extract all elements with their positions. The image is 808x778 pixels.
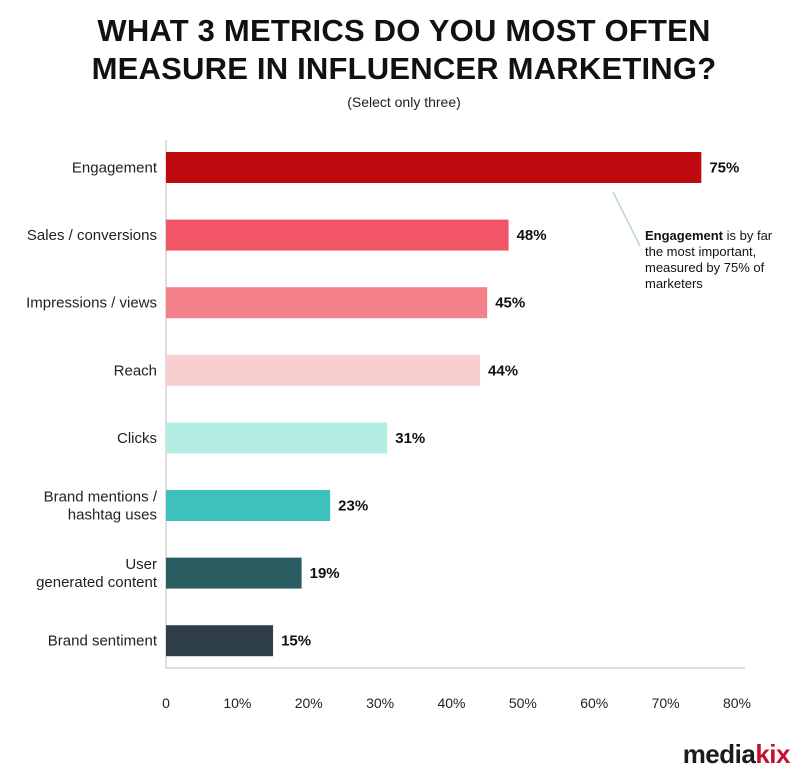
- value-label-2: 45%: [495, 295, 525, 312]
- bar-3: [166, 354, 481, 386]
- category-label-3: Reach: [114, 362, 157, 379]
- chart-title-line-2: MEASURE IN INFLUENCER MARKETING?: [91, 51, 717, 86]
- category-label-4: Clicks: [117, 430, 157, 447]
- category-label-5: Brand mentions / hashtag uses: [44, 489, 158, 524]
- annotation-line-2: the most important,: [645, 244, 757, 259]
- x-tick-label-8: 80%: [723, 695, 751, 711]
- engagement-annotation: Engagement is by far the most important,…: [645, 228, 795, 292]
- category-label-6: User generated content: [36, 556, 158, 591]
- x-tick-label-5: 50%: [509, 695, 537, 711]
- chart-title: WHAT 3 METRICS DO YOU MOST OFTEN MEASURE…: [0, 12, 808, 88]
- bar-4: [166, 422, 388, 454]
- x-tick-label-7: 70%: [652, 695, 680, 711]
- x-tick-label-0: 0: [162, 695, 170, 711]
- category-label-1: Sales / conversions: [27, 227, 157, 244]
- bar-1: [166, 219, 509, 251]
- bar-0: [166, 152, 702, 183]
- x-tick-label-1: 10%: [223, 695, 251, 711]
- annotation-bold: Engagement: [645, 228, 724, 243]
- bar-6: [166, 557, 302, 589]
- value-label-0: 75%: [709, 160, 739, 177]
- annotation-leader-line: [612, 191, 641, 247]
- category-label-0: Engagement: [72, 160, 158, 177]
- chart-title-line-1: WHAT 3 METRICS DO YOU MOST OFTEN: [97, 13, 711, 48]
- annotation-line-3: measured by 75% of: [645, 260, 765, 275]
- x-tick-label-6: 60%: [580, 695, 608, 711]
- annotation-line-4: marketers: [645, 276, 703, 291]
- bar-7: [166, 625, 274, 657]
- value-label-3: 44%: [488, 362, 518, 379]
- bar-5: [166, 490, 331, 521]
- value-label-5: 23%: [338, 498, 368, 515]
- chart-subtitle: (Select only three): [347, 94, 461, 110]
- x-tick-label-4: 40%: [437, 695, 465, 711]
- mediakix-logo: mediakix: [682, 739, 791, 769]
- value-label-1: 48%: [517, 227, 547, 244]
- category-label-7: Brand sentiment: [48, 633, 158, 650]
- value-label-4: 31%: [395, 430, 425, 447]
- bar-2: [166, 287, 488, 319]
- category-label-2: Impressions / views: [26, 295, 157, 312]
- value-label-6: 19%: [310, 565, 340, 582]
- value-label-7: 15%: [281, 633, 311, 650]
- annotation-line-1: is by far: [723, 228, 773, 243]
- x-tick-label-3: 30%: [366, 695, 394, 711]
- x-tick-label-2: 20%: [295, 695, 323, 711]
